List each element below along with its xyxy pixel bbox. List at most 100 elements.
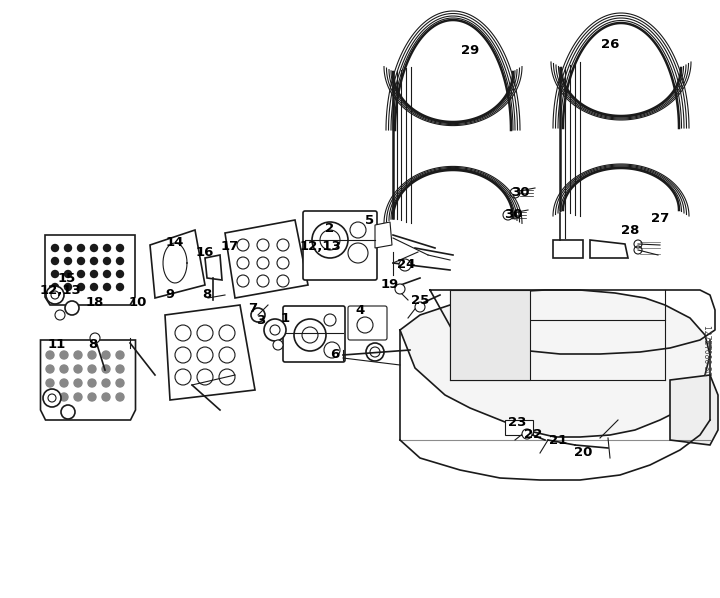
Circle shape bbox=[51, 291, 59, 299]
Circle shape bbox=[91, 245, 97, 252]
Circle shape bbox=[395, 284, 405, 294]
Circle shape bbox=[116, 351, 124, 359]
Polygon shape bbox=[165, 305, 255, 400]
Text: 9: 9 bbox=[166, 288, 174, 301]
Text: 4: 4 bbox=[356, 304, 364, 316]
Circle shape bbox=[104, 270, 110, 277]
Circle shape bbox=[350, 222, 366, 238]
Circle shape bbox=[78, 270, 84, 277]
Circle shape bbox=[88, 365, 96, 373]
Text: 15: 15 bbox=[58, 271, 76, 285]
Circle shape bbox=[52, 245, 58, 252]
Circle shape bbox=[88, 351, 96, 359]
Text: 24: 24 bbox=[397, 258, 415, 271]
Text: 30: 30 bbox=[510, 187, 529, 200]
Circle shape bbox=[237, 257, 249, 269]
Circle shape bbox=[88, 379, 96, 387]
Polygon shape bbox=[400, 290, 710, 437]
Circle shape bbox=[46, 379, 54, 387]
Circle shape bbox=[219, 347, 235, 363]
Circle shape bbox=[60, 365, 68, 373]
Text: 26: 26 bbox=[600, 38, 619, 51]
Circle shape bbox=[78, 283, 84, 291]
Text: 27: 27 bbox=[651, 212, 669, 224]
Circle shape bbox=[175, 369, 191, 385]
Polygon shape bbox=[45, 235, 135, 305]
Polygon shape bbox=[40, 340, 135, 420]
Circle shape bbox=[91, 258, 97, 264]
Circle shape bbox=[60, 351, 68, 359]
Text: 28: 28 bbox=[621, 224, 639, 236]
Circle shape bbox=[257, 257, 269, 269]
Text: 23: 23 bbox=[508, 416, 526, 429]
Text: 20: 20 bbox=[574, 447, 592, 459]
Circle shape bbox=[522, 429, 532, 439]
Text: 127ET086 SC: 127ET086 SC bbox=[703, 325, 711, 376]
Circle shape bbox=[264, 319, 286, 341]
Circle shape bbox=[91, 270, 97, 277]
Circle shape bbox=[277, 239, 289, 251]
Circle shape bbox=[197, 369, 213, 385]
Circle shape bbox=[116, 393, 124, 401]
FancyBboxPatch shape bbox=[348, 306, 387, 340]
Circle shape bbox=[65, 245, 71, 252]
Circle shape bbox=[104, 258, 110, 264]
Bar bbox=[553, 240, 583, 258]
Circle shape bbox=[197, 347, 213, 363]
Circle shape bbox=[197, 325, 213, 341]
Circle shape bbox=[74, 393, 82, 401]
Circle shape bbox=[237, 275, 249, 287]
Circle shape bbox=[88, 393, 96, 401]
Circle shape bbox=[320, 230, 340, 250]
Text: 6: 6 bbox=[330, 349, 340, 362]
Circle shape bbox=[46, 351, 54, 359]
Text: 3: 3 bbox=[256, 313, 266, 327]
FancyBboxPatch shape bbox=[283, 306, 345, 362]
Circle shape bbox=[104, 245, 110, 252]
Circle shape bbox=[46, 393, 54, 401]
Circle shape bbox=[116, 365, 124, 373]
Circle shape bbox=[117, 258, 124, 264]
Circle shape bbox=[237, 239, 249, 251]
Circle shape bbox=[117, 283, 124, 291]
Text: 22: 22 bbox=[524, 429, 542, 441]
Circle shape bbox=[65, 270, 71, 277]
Text: 8: 8 bbox=[89, 338, 98, 352]
Circle shape bbox=[219, 369, 235, 385]
Text: 16: 16 bbox=[196, 246, 214, 258]
Circle shape bbox=[102, 351, 110, 359]
Circle shape bbox=[117, 245, 124, 252]
Polygon shape bbox=[590, 240, 628, 258]
Circle shape bbox=[277, 275, 289, 287]
Circle shape bbox=[357, 317, 373, 333]
Text: 17: 17 bbox=[221, 240, 239, 254]
Circle shape bbox=[60, 379, 68, 387]
Circle shape bbox=[102, 379, 110, 387]
Circle shape bbox=[273, 340, 283, 350]
Circle shape bbox=[52, 270, 58, 277]
Text: 12,13: 12,13 bbox=[39, 283, 81, 297]
Circle shape bbox=[277, 257, 289, 269]
Circle shape bbox=[324, 342, 340, 358]
Circle shape bbox=[55, 310, 65, 320]
Circle shape bbox=[370, 347, 380, 357]
Circle shape bbox=[257, 275, 269, 287]
Circle shape bbox=[43, 389, 61, 407]
Text: 29: 29 bbox=[461, 44, 479, 56]
Circle shape bbox=[65, 258, 71, 264]
Polygon shape bbox=[205, 255, 222, 280]
Circle shape bbox=[399, 259, 411, 271]
Circle shape bbox=[251, 308, 265, 322]
Circle shape bbox=[61, 405, 75, 419]
Circle shape bbox=[312, 222, 348, 258]
Polygon shape bbox=[375, 222, 392, 248]
Circle shape bbox=[52, 258, 58, 264]
Circle shape bbox=[294, 319, 326, 351]
Circle shape bbox=[52, 283, 58, 291]
Text: 21: 21 bbox=[549, 434, 567, 447]
Circle shape bbox=[117, 270, 124, 277]
Circle shape bbox=[90, 333, 100, 343]
Circle shape bbox=[60, 393, 68, 401]
Circle shape bbox=[65, 301, 79, 315]
FancyBboxPatch shape bbox=[303, 211, 377, 280]
